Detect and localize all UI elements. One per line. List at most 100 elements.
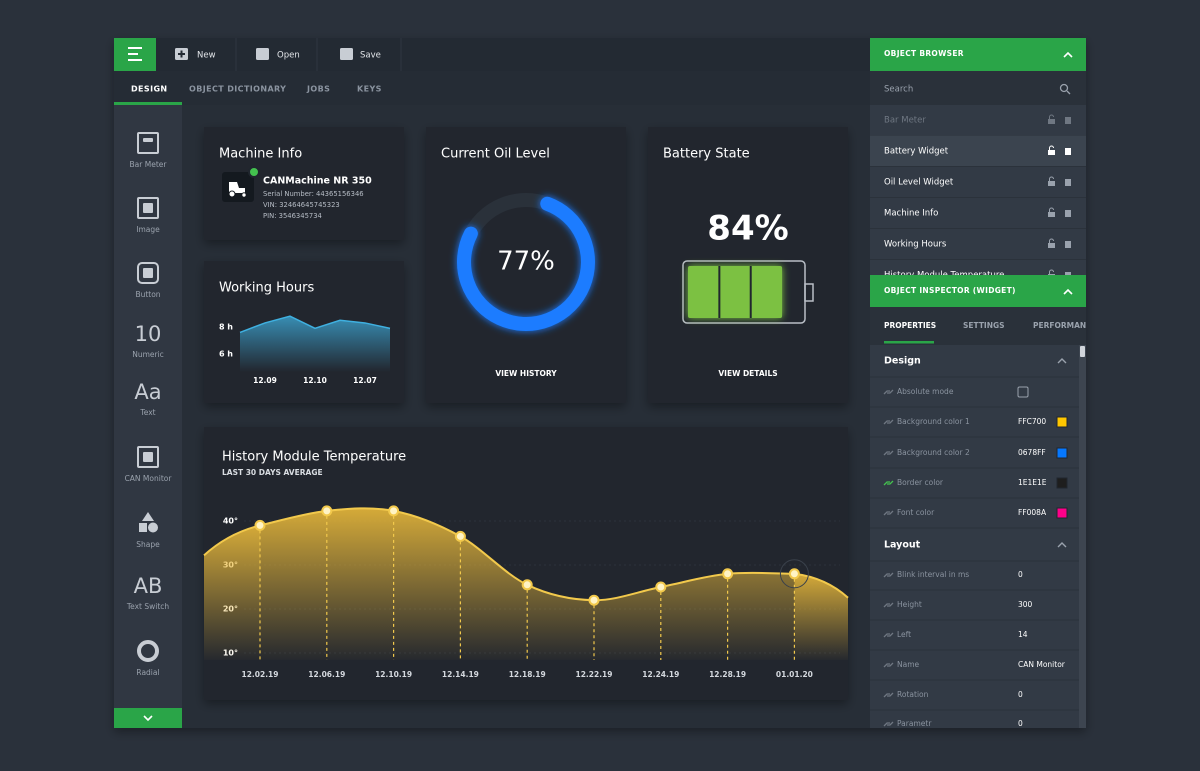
link-icon (883, 419, 894, 425)
sidebar-item[interactable]: Bar Meter (130, 132, 168, 169)
tab-underline (114, 102, 182, 105)
card-link[interactable]: VIEW DETAILS (718, 369, 777, 378)
property-row: Name CAN Monitor (870, 660, 1079, 681)
browser-item[interactable]: Oil Level Widget (870, 176, 1086, 198)
point (321, 505, 333, 517)
sidebar-item[interactable]: 10 Numeric (132, 322, 164, 359)
sidebar-item[interactable]: Button (135, 262, 161, 299)
lock-icon (1048, 274, 1055, 275)
color-swatch (1056, 507, 1068, 519)
toolbar-button[interactable]: Save (340, 48, 381, 61)
inspector-tab[interactable]: PERFORMANCE (1033, 321, 1097, 330)
x-tick-label: 12.06.19 (308, 670, 345, 679)
sidebar-label: Text (139, 408, 155, 417)
x-tick-label: 12.28.19 (709, 670, 746, 679)
plus-v (180, 50, 183, 58)
browser-item[interactable]: Battery Widget (870, 135, 1086, 167)
battery-value: 84% (707, 209, 788, 249)
menu-icon-line (128, 47, 142, 49)
card-link[interactable]: VIEW HISTORY (495, 369, 557, 378)
browser-item[interactable]: Machine Info (870, 207, 1086, 229)
gauge-arc (457, 196, 595, 331)
line (239, 315, 391, 334)
link-icon (883, 662, 894, 668)
property-label: Name (897, 660, 920, 669)
link-icon (883, 510, 894, 516)
property-row: Background color 2 0678FF (870, 447, 1079, 469)
scrollbar-thumb[interactable] (1080, 346, 1085, 357)
property-value: 0678FF (1018, 448, 1046, 457)
sidebar-item[interactable]: CAN Monitor (125, 446, 173, 483)
sidebar-item[interactable]: Shape (136, 512, 160, 549)
search-box[interactable] (870, 71, 1086, 105)
tab[interactable]: DESIGN (131, 85, 168, 94)
sidebar-label: Button (135, 290, 160, 299)
panel-title: OBJECT BROWSER (884, 49, 964, 58)
toolbar-button[interactable]: New (175, 48, 216, 61)
hover-ring (779, 559, 809, 589)
lock-shackle (1049, 176, 1054, 181)
browser-list: Bar Meter Battery Widget Oil Level Widget M… (870, 114, 1086, 291)
card-title: Battery State (663, 147, 750, 162)
menu-icon-line (128, 53, 138, 55)
point (588, 594, 600, 606)
sidebar-icon-inner (143, 268, 153, 278)
property-label: Left (897, 630, 911, 639)
property-value: 1E1E1E (1018, 478, 1047, 487)
card-subtitle: LAST 30 DAYS AVERAGE (222, 468, 323, 477)
browser-item-label: History Module Temperature (884, 271, 1004, 281)
property-label: Border color (897, 478, 944, 487)
trash-icon (1065, 210, 1071, 217)
sidebar-expand[interactable] (114, 708, 182, 728)
x-tick-label: 12.07 (353, 376, 377, 385)
toolbar-label: Open (277, 51, 300, 61)
top-bar (114, 38, 870, 71)
sidebar-icon (137, 132, 159, 154)
property-label: Background color 1 (897, 417, 970, 426)
sidebar-item[interactable]: Radial (136, 640, 160, 677)
browser-item[interactable]: Working Hours (870, 238, 1086, 260)
x-tick-label: 12.18.19 (509, 670, 546, 679)
tab[interactable]: OBJECT DICTIONARY (189, 85, 286, 94)
lock-icon (1048, 212, 1055, 217)
card-title: Working Hours (219, 281, 314, 296)
tab[interactable]: KEYS (357, 85, 382, 94)
sidebar-item[interactable]: AB Text Switch (126, 574, 170, 611)
machine-detail: PIN: 3546345734 (263, 212, 322, 220)
color-swatch (1056, 447, 1068, 459)
inspector-tab[interactable]: SETTINGS (963, 321, 1005, 330)
lock-shackle (1049, 238, 1054, 243)
sidebar-item[interactable]: Aa Text (134, 380, 161, 417)
sidebar-icon (137, 262, 159, 284)
sidebar-item[interactable]: Image (136, 197, 160, 234)
tab-bar (114, 71, 870, 105)
tab[interactable]: JOBS (306, 85, 330, 94)
chevron-up (1063, 51, 1073, 58)
browser-item[interactable]: History Module Temperature (870, 269, 1086, 291)
property-label: Parametr (897, 719, 932, 728)
sidebar-label: Image (136, 225, 160, 234)
sidebar-label: Bar Meter (130, 160, 168, 169)
link-icon (883, 572, 894, 578)
y-tick-label: 8 h (219, 323, 233, 332)
link-icon (883, 632, 894, 638)
sidebar-label: Numeric (132, 350, 164, 359)
inspector-tab[interactable]: PROPERTIES (884, 321, 936, 330)
trash-icon (1065, 148, 1071, 155)
area-edge (794, 573, 848, 660)
point (788, 568, 800, 580)
right-panel: OBJECT BROWSER Search Bar Meter Battery Wid… (870, 38, 1097, 728)
checkbox[interactable] (1017, 386, 1029, 398)
toolbar-icon (256, 48, 269, 60)
chevron-down (143, 715, 153, 722)
point (454, 530, 466, 542)
sidebar-label: Text Switch (126, 602, 170, 611)
sidebar-icon (148, 522, 158, 533)
toolbar-button[interactable]: Open (256, 48, 300, 61)
machine-detail: VIN: 32464645745323 (263, 201, 340, 209)
menu-icon-line (128, 59, 142, 61)
link-icon (883, 692, 894, 698)
scrollbar-track (1079, 345, 1086, 728)
property-row: Absolute mode (870, 386, 1079, 408)
